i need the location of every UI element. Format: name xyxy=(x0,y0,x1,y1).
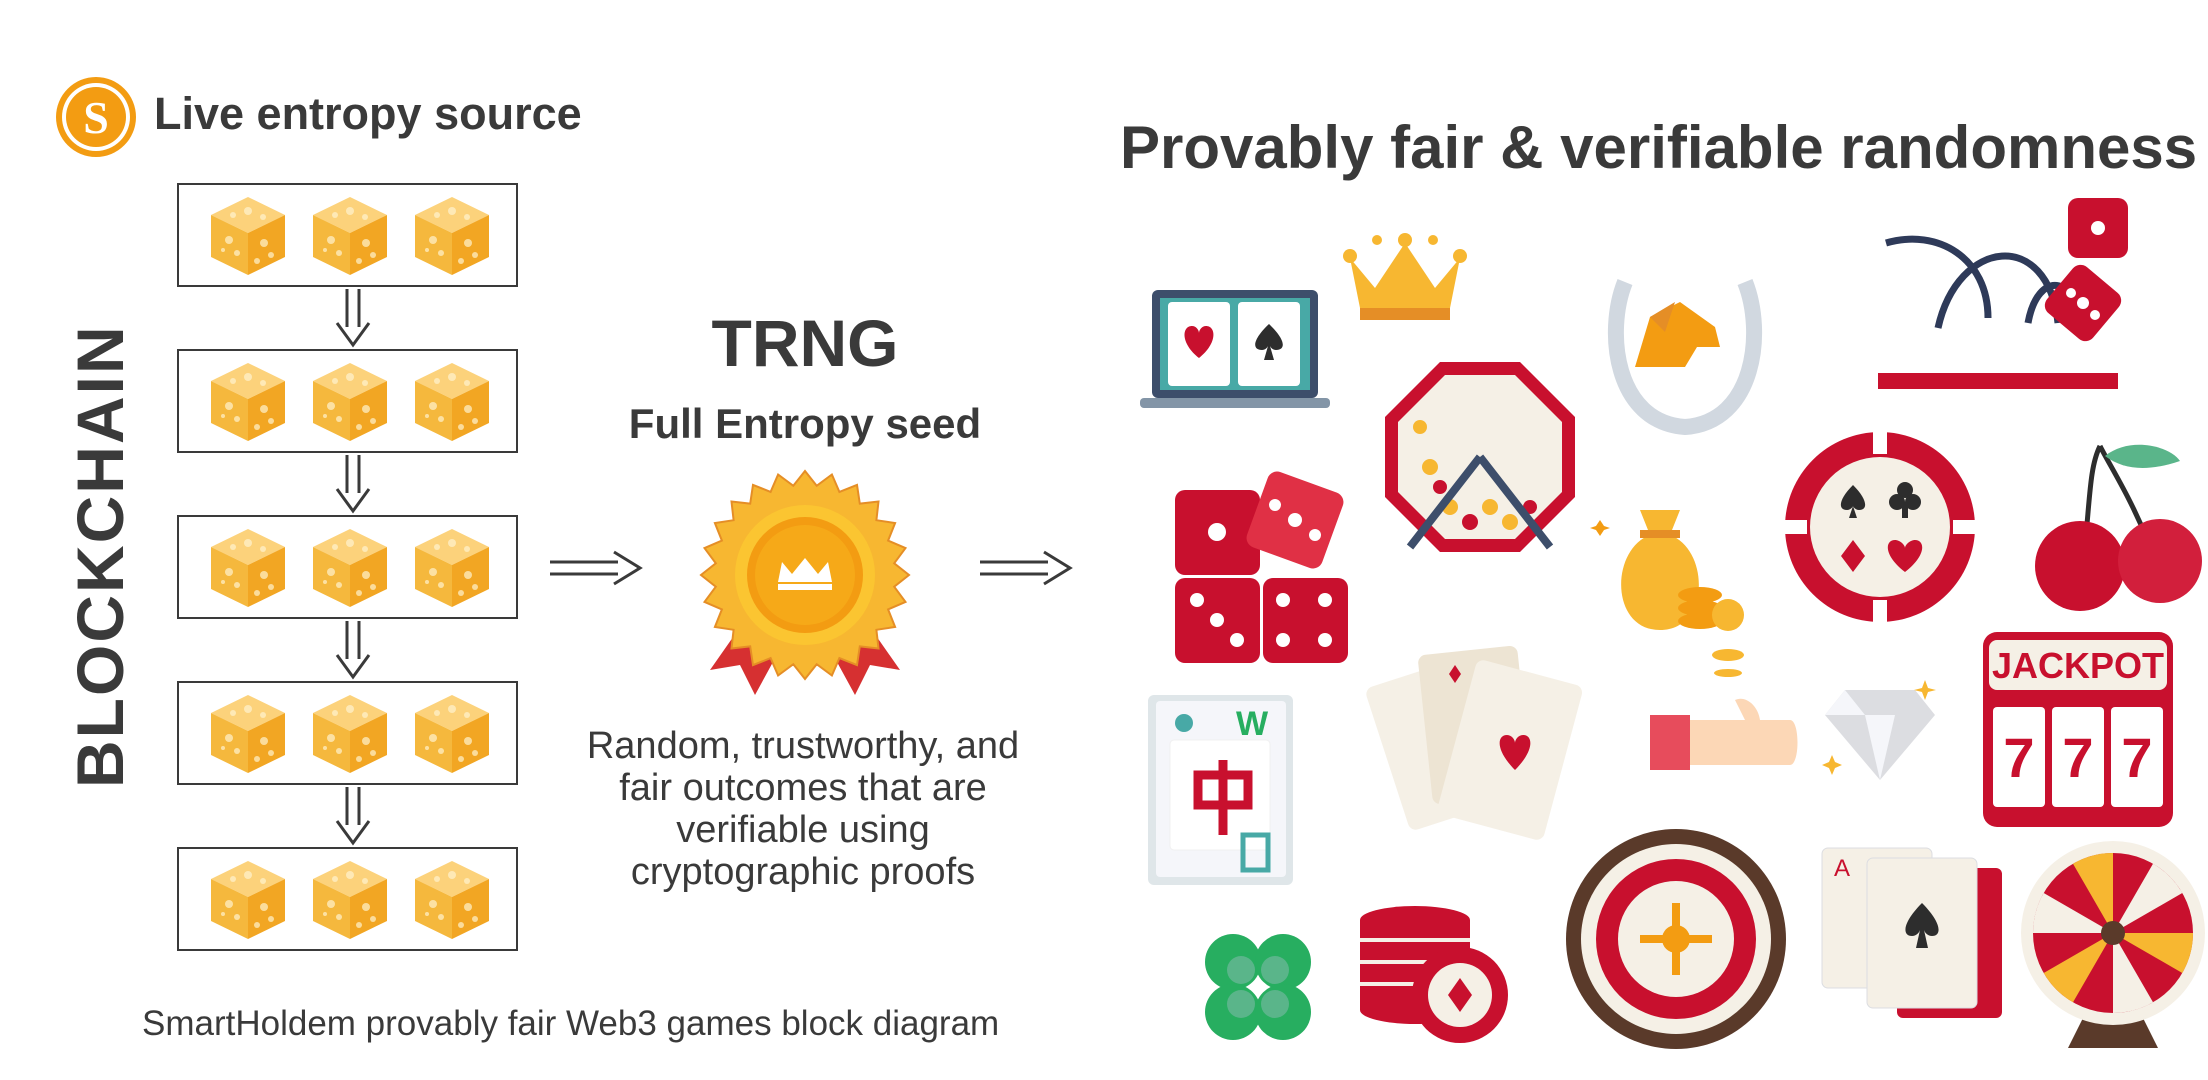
block-2 xyxy=(177,349,518,453)
four-leaf-clover-icon xyxy=(1205,934,1311,1040)
cards-hand-icon xyxy=(1366,645,1583,840)
entropy-cube-icon xyxy=(211,363,285,441)
jackpot-label: JACKPOT xyxy=(1992,645,2164,686)
lottery-drum-icon xyxy=(1385,362,1575,552)
smartholdem-logo-icon: S xyxy=(56,77,136,157)
diagram-caption: SmartHoldem provably fair Web3 games blo… xyxy=(142,1004,1000,1043)
live-entropy-title: Live entropy source xyxy=(154,88,582,139)
trng-description: Random, trustworthy, and fair outcomes t… xyxy=(586,725,1020,893)
fortune-wheel-icon xyxy=(2021,841,2205,1048)
entropy-cube-icon xyxy=(313,695,387,773)
entropy-cube-icon xyxy=(415,363,489,441)
medal-badge-icon xyxy=(699,469,911,695)
dice-jump-icon xyxy=(1878,198,2128,389)
entropy-cube-icon xyxy=(415,695,489,773)
wheel-slice xyxy=(2043,933,2113,1003)
cherries-icon xyxy=(2035,444,2202,611)
laptop-cards-icon xyxy=(1140,290,1330,408)
diamond-icon xyxy=(1822,680,1936,780)
wheel-slice xyxy=(2113,933,2153,1013)
entropy-cube-icon xyxy=(313,363,387,441)
chain-arrow-down xyxy=(335,289,371,348)
logo-letter: S xyxy=(83,92,109,143)
blockchain-label: BLOCKCHAIN xyxy=(63,324,137,788)
entropy-seed-subtitle: Full Entropy seed xyxy=(628,400,982,447)
arrow-to-trng xyxy=(550,550,643,586)
crown-icon xyxy=(1343,233,1467,320)
slot-digit-2: 7 xyxy=(2062,726,2093,789)
entropy-cube-icon xyxy=(415,861,489,939)
entropy-cube-icon xyxy=(313,529,387,607)
coin-flip-hand-icon xyxy=(1650,599,1798,770)
entropy-cube-icon xyxy=(211,861,285,939)
horseshoe-horse-icon xyxy=(1607,279,1763,436)
money-bag-icon xyxy=(1590,510,1722,630)
ace-cards-icon: A xyxy=(1821,847,2002,1018)
mahjong-letter: W xyxy=(1236,705,1269,743)
entropy-cube-icon xyxy=(211,529,285,607)
wheel-slice xyxy=(2073,853,2113,933)
entropy-cube-icon xyxy=(415,529,489,607)
slot-digit-3: 7 xyxy=(2121,726,2152,789)
arrow-to-games xyxy=(980,550,1073,586)
wheel-slice xyxy=(2113,933,2193,973)
entropy-cube-icon xyxy=(313,197,387,275)
entropy-cube-icon xyxy=(211,197,285,275)
entropy-cube-icon xyxy=(313,861,387,939)
block-3 xyxy=(177,515,518,619)
randomness-title: Provably fair & verifiable randomness xyxy=(1120,114,2198,181)
entropy-cube-icon xyxy=(415,197,489,275)
card-rank-a: A xyxy=(1834,855,1850,882)
roulette-wheel-icon xyxy=(1566,829,1786,1049)
chip-stack-icon xyxy=(1360,906,1508,1043)
entropy-cube-icon xyxy=(211,695,285,773)
block-4 xyxy=(177,681,518,785)
mahjong-tile-icon: W xyxy=(1148,695,1293,885)
wheel-slice xyxy=(2033,893,2113,933)
wheel-slice xyxy=(2113,863,2183,933)
jackpot-slot-icon: JACKPOT 7 7 7 xyxy=(1983,632,2173,827)
dice-pile-icon xyxy=(1175,471,1348,663)
slot-digit-1: 7 xyxy=(2003,726,2034,789)
chain-arrow-down xyxy=(335,621,371,680)
chain-arrow-down xyxy=(335,787,371,846)
trng-title: TRNG xyxy=(711,306,899,380)
poker-chip-icon xyxy=(1785,432,1975,622)
block-1 xyxy=(177,183,518,287)
chain-arrow-down xyxy=(335,455,371,514)
block-5 xyxy=(177,847,518,951)
